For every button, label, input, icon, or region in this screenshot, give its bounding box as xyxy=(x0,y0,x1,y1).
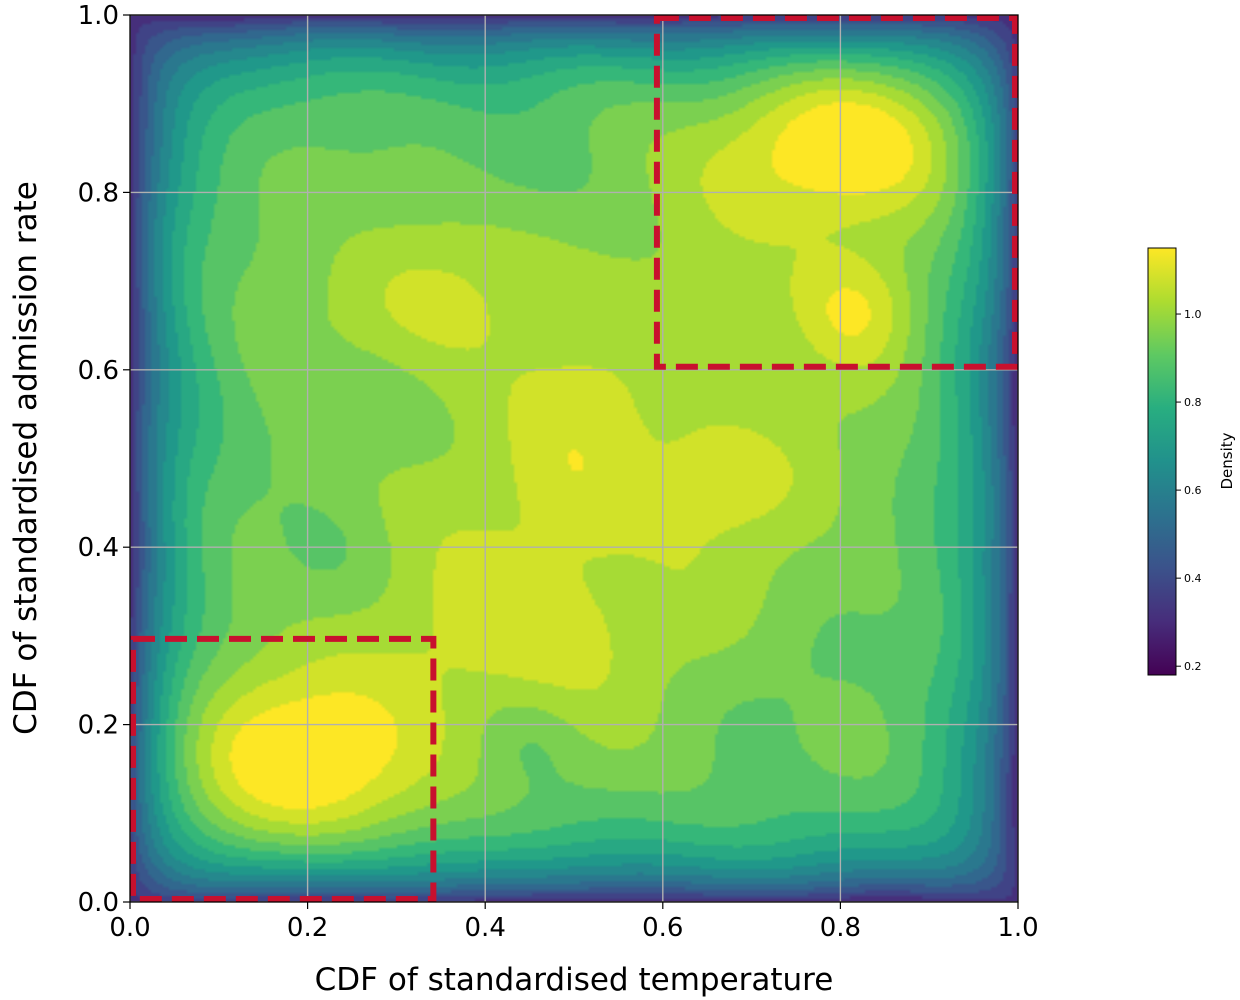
y-tick-label: 0.4 xyxy=(78,533,119,563)
x-tick-label: 0.4 xyxy=(465,913,506,943)
x-axis-ticks: 0.0 0.2 0.4 0.6 0.8 1.0 xyxy=(109,902,1039,943)
colorbar-gradient xyxy=(1147,247,1177,676)
density-heatmap xyxy=(130,15,1018,902)
x-tick-label: 0.0 xyxy=(109,913,150,943)
highlight-box xyxy=(130,635,437,902)
y-tick-label: 0.8 xyxy=(78,178,119,208)
highlight-boxes xyxy=(130,15,1018,902)
colorbar-tick-label: 0.4 xyxy=(1184,572,1202,585)
colorbar: 0.2 0.4 0.6 0.8 1.0 Density xyxy=(1147,247,1236,676)
y-tick-label: 0.6 xyxy=(78,356,119,386)
colorbar-ticks: 0.2 0.4 0.6 0.8 1.0 xyxy=(1176,308,1202,673)
plot-frame xyxy=(129,14,1019,903)
x-tick-label: 0.6 xyxy=(642,913,683,943)
y-tick-label: 0.0 xyxy=(78,888,119,918)
plot-area xyxy=(130,15,1018,902)
colorbar-label: Density xyxy=(1218,432,1236,489)
y-axis-ticks: 0.0 0.2 0.4 0.6 0.8 1.0 xyxy=(78,1,130,918)
y-tick-label: 0.2 xyxy=(78,711,119,741)
colorbar-tick-label: 0.8 xyxy=(1184,396,1202,409)
y-axis-label: CDF of standardised admission rate xyxy=(8,181,44,735)
y-tick-label: 1.0 xyxy=(78,1,119,31)
colorbar-tick-label: 0.2 xyxy=(1184,660,1202,673)
x-tick-label: 1.0 xyxy=(997,913,1038,943)
highlight-box xyxy=(653,15,1018,370)
colorbar-tick-label: 1.0 xyxy=(1184,308,1202,321)
x-tick-label: 0.2 xyxy=(287,913,328,943)
x-axis-label: CDF of standardised temperature xyxy=(315,962,834,998)
x-tick-label: 0.8 xyxy=(820,913,861,943)
colorbar-tick-label: 0.6 xyxy=(1184,484,1202,497)
grid-lines xyxy=(130,15,1018,902)
